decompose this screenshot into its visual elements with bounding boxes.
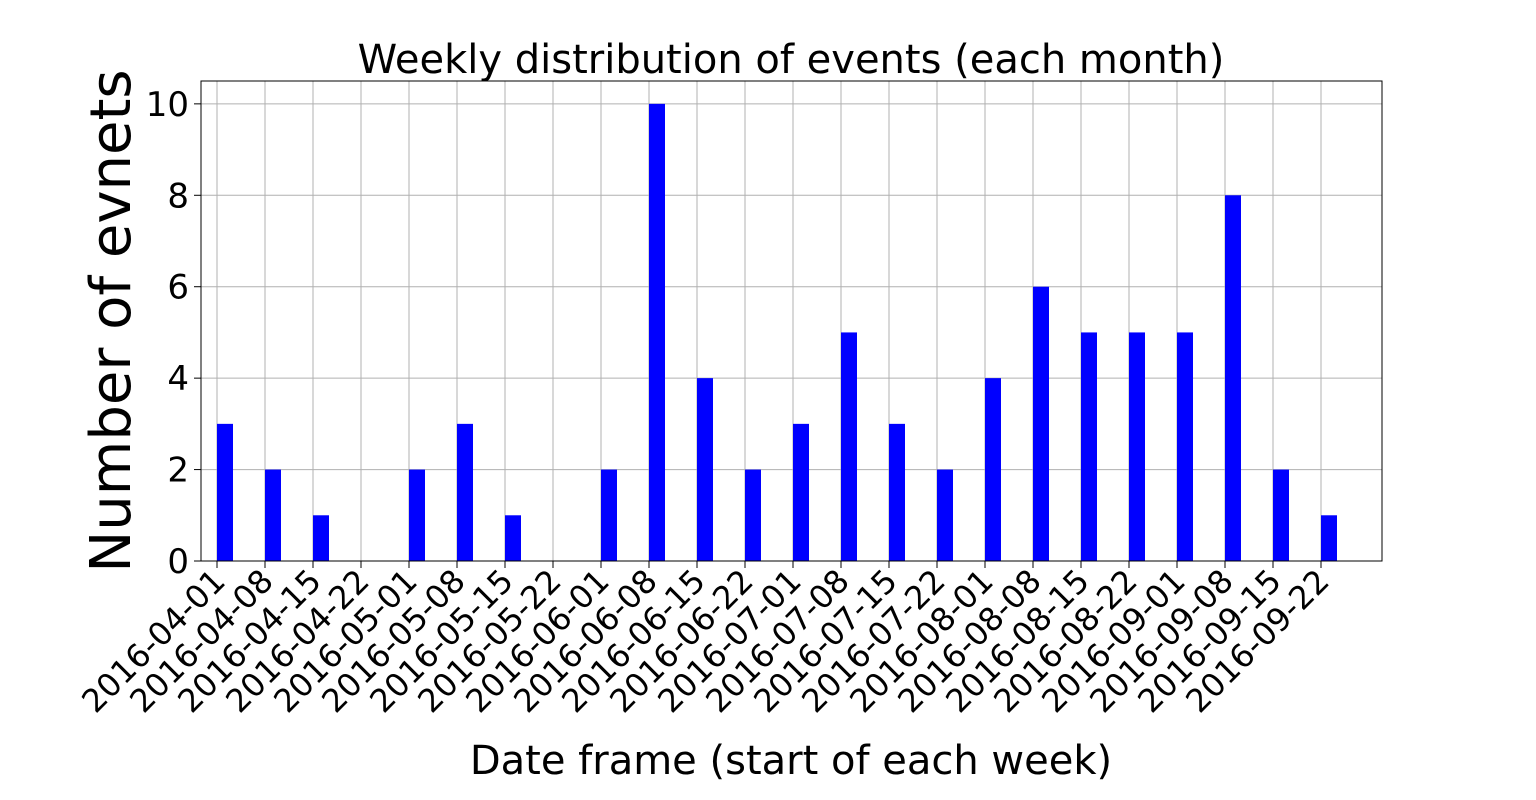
bar xyxy=(697,378,713,561)
bar xyxy=(1273,469,1289,561)
bar xyxy=(841,332,857,561)
bar xyxy=(1177,332,1193,561)
bars xyxy=(217,103,1337,562)
y-tick-label: 6 xyxy=(167,268,189,308)
bar xyxy=(409,469,425,561)
bar xyxy=(457,423,473,561)
bar xyxy=(889,423,905,561)
y-tick-label: 10 xyxy=(146,85,189,125)
x-axis-label: Date frame (start of each week) xyxy=(470,738,1112,784)
bar xyxy=(1081,332,1097,561)
bar xyxy=(1225,195,1241,562)
y-tick-label: 0 xyxy=(167,542,189,582)
x-axis: 2016-04-012016-04-082016-04-152016-04-22… xyxy=(74,561,1337,720)
y-tick-label: 2 xyxy=(167,451,189,491)
bar xyxy=(649,103,665,561)
bar xyxy=(985,378,1001,561)
bar xyxy=(1033,286,1049,561)
y-axis-label: Number of evnets xyxy=(79,69,144,572)
y-axis: 0 2 4 6 8 10 xyxy=(146,85,201,582)
bar xyxy=(313,515,329,561)
bar xyxy=(505,515,521,561)
y-tick-label: 4 xyxy=(167,359,189,399)
plot-frame xyxy=(200,80,1383,562)
bar xyxy=(601,469,617,561)
bar xyxy=(745,469,761,561)
bar xyxy=(793,423,809,561)
chart-title: Weekly distribution of events (each mont… xyxy=(358,37,1225,83)
y-tick-label: 8 xyxy=(167,176,189,216)
bar xyxy=(1321,515,1337,561)
bar xyxy=(937,469,953,561)
gridlines xyxy=(201,81,1382,562)
bar xyxy=(217,423,233,561)
bar xyxy=(265,469,281,561)
bar xyxy=(1129,332,1145,561)
